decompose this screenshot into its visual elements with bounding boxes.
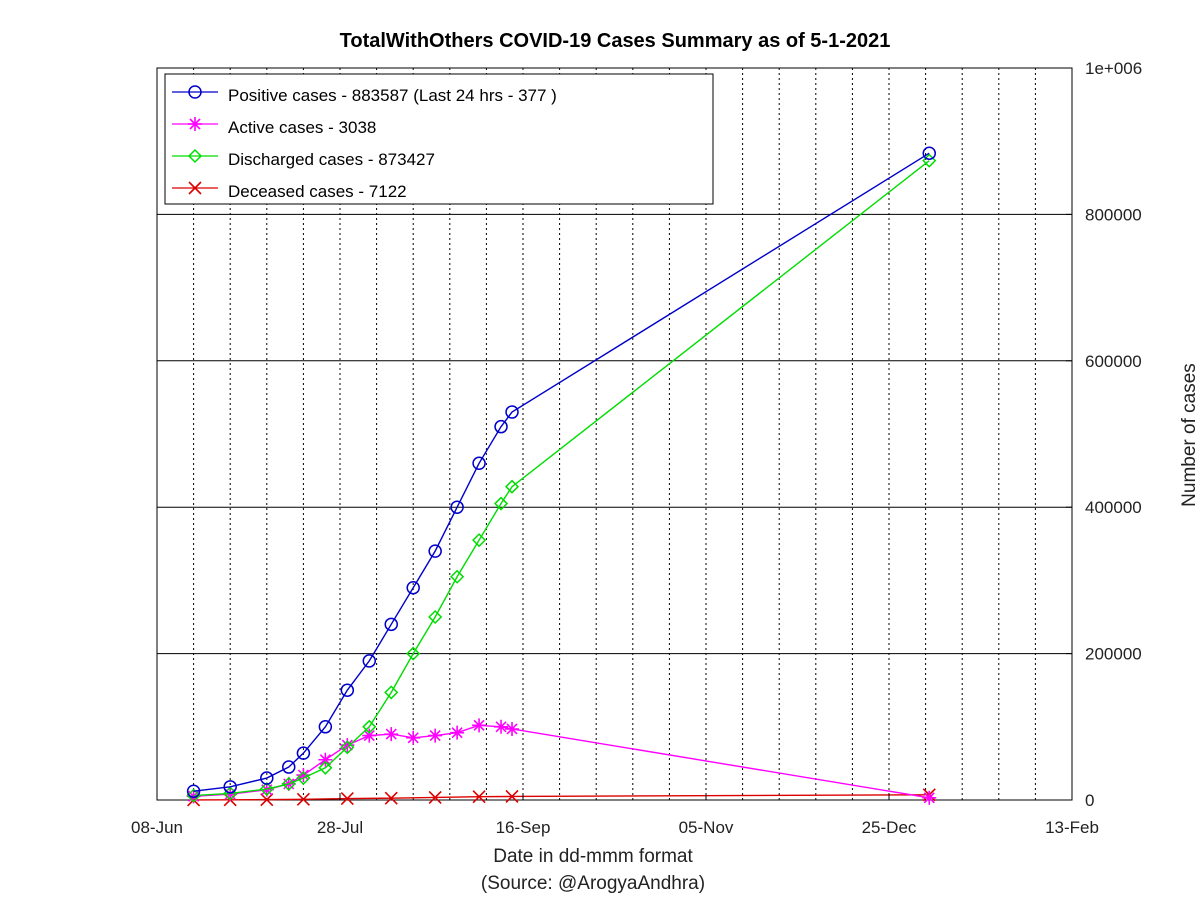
y-tick-label: 0 <box>1085 791 1094 810</box>
legend-marker-circle-icon <box>188 85 202 99</box>
plot-frame <box>156 67 1073 801</box>
legend-box <box>164 73 714 205</box>
x-tick-label: 28-Jul <box>317 818 363 837</box>
data-point <box>340 738 355 753</box>
data-point <box>186 788 201 803</box>
legend-marker-diamond-icon <box>187 148 203 164</box>
series-circle <box>186 146 937 798</box>
data-point <box>472 533 487 548</box>
legend-item-discharged: Discharged cases - 873427 <box>172 148 435 169</box>
x-axis-source-note: (Source: @ArogyaAndhra) <box>481 873 705 894</box>
data-point <box>362 728 377 743</box>
data-point <box>318 752 333 767</box>
y-tick-label: 400000 <box>1085 498 1142 517</box>
x-tick-label: 16-Sep <box>496 818 551 837</box>
series-x <box>187 788 936 807</box>
data-point <box>472 718 487 733</box>
legend-item-positive: Positive cases - 883587 (Last 24 hrs - 3… <box>172 85 557 105</box>
series-line <box>193 152 930 792</box>
legend-label-discharged: Discharged cases - 873427 <box>228 150 435 169</box>
legend-label-positive: Positive cases - 883587 (Last 24 hrs - 3… <box>228 86 557 105</box>
y-tick-label: 1e+006 <box>1085 59 1142 78</box>
data-point <box>340 683 355 697</box>
series-line <box>193 794 930 801</box>
series-layer <box>186 146 937 807</box>
series-line <box>193 160 930 797</box>
plot-area-border <box>156 67 1073 801</box>
data-point <box>223 780 237 794</box>
y-tick-labels: 0 200000 400000 600000 800000 1e+006 <box>1066 59 1142 810</box>
data-point <box>186 784 201 798</box>
legend: Positive cases - 883587 (Last 24 hrs - 3… <box>164 73 714 205</box>
data-point <box>384 617 398 632</box>
data-point <box>362 654 377 668</box>
x-tick-label: 05-Nov <box>679 818 734 837</box>
data-point <box>505 721 520 736</box>
data-point <box>296 768 311 783</box>
data-point <box>260 771 274 785</box>
data-point <box>260 793 274 807</box>
data-point <box>494 419 508 434</box>
data-point <box>505 789 519 804</box>
data-point <box>384 727 399 742</box>
legend-marker-x-icon <box>188 181 202 195</box>
data-point <box>428 790 442 805</box>
data-point <box>282 760 296 774</box>
data-point <box>340 791 354 806</box>
data-point <box>494 719 509 734</box>
data-point <box>384 791 398 805</box>
data-point <box>428 728 443 743</box>
x-tick-label: 25-Dec <box>862 818 917 837</box>
y-tick-label: 800000 <box>1085 205 1142 224</box>
data-point <box>504 479 520 494</box>
data-point <box>296 792 310 806</box>
data-point <box>450 569 465 584</box>
legend-marker-star-icon <box>188 117 202 131</box>
data-point <box>259 781 274 797</box>
data-point <box>428 544 442 558</box>
data-point <box>505 405 519 419</box>
y-axis-label: Number of cases <box>1179 363 1200 507</box>
x-axis-label: Date in dd-mmm format <box>493 846 693 867</box>
data-point <box>296 746 311 760</box>
data-point <box>922 146 937 160</box>
data-point <box>281 776 296 791</box>
legend-label-deceased: Deceased cases - 7122 <box>228 182 407 201</box>
data-point <box>922 790 937 805</box>
y-tick-label: 600000 <box>1085 352 1142 371</box>
data-point <box>406 730 421 745</box>
legend-label-active: Active cases - 3038 <box>228 118 376 137</box>
data-point <box>186 789 201 804</box>
data-point <box>259 782 274 797</box>
data-point <box>318 760 333 775</box>
x-tick-label: 08-Jun <box>131 818 183 837</box>
legend-item-deceased: Deceased cases - 7122 <box>172 181 407 201</box>
data-point <box>472 456 486 471</box>
legend-item-active: Active cases - 3038 <box>172 117 376 137</box>
data-point <box>318 720 333 734</box>
data-point <box>296 770 311 786</box>
data-point <box>428 609 443 625</box>
data-point <box>223 787 238 802</box>
data-point <box>384 685 399 700</box>
x-tick-label: 13-Feb <box>1045 818 1099 837</box>
data-point <box>340 740 355 755</box>
data-point <box>450 725 465 740</box>
chart-title: TotalWithOthers COVID-19 Cases Summary a… <box>340 30 891 52</box>
data-point <box>362 719 377 734</box>
data-point <box>406 646 421 661</box>
data-point <box>450 500 464 514</box>
y-tick-label: 200000 <box>1085 645 1142 664</box>
data-point <box>472 790 486 804</box>
data-point <box>406 580 420 595</box>
data-point <box>493 496 509 511</box>
x-tick-labels: 08-Jun 28-Jul 16-Sep 05-Nov 25-Dec 13-Feb <box>131 794 1099 837</box>
